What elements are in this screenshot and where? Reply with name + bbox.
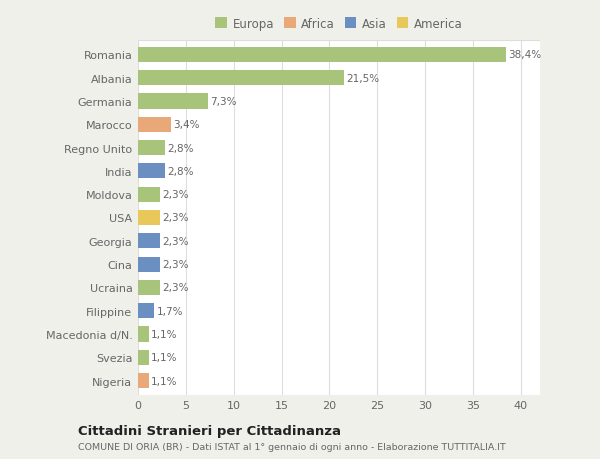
Bar xyxy=(138,303,154,319)
Text: Cittadini Stranieri per Cittadinanza: Cittadini Stranieri per Cittadinanza xyxy=(78,424,341,437)
Bar xyxy=(138,141,165,156)
Text: 38,4%: 38,4% xyxy=(508,50,541,60)
Bar xyxy=(138,327,149,342)
Text: 1,7%: 1,7% xyxy=(157,306,183,316)
Text: 2,3%: 2,3% xyxy=(163,283,189,293)
Text: 2,3%: 2,3% xyxy=(163,259,189,269)
Bar xyxy=(138,257,160,272)
Bar xyxy=(138,350,149,365)
Bar xyxy=(138,71,344,86)
Text: 21,5%: 21,5% xyxy=(346,73,379,84)
Text: 2,3%: 2,3% xyxy=(163,213,189,223)
Text: COMUNE DI ORIA (BR) - Dati ISTAT al 1° gennaio di ogni anno - Elaborazione TUTTI: COMUNE DI ORIA (BR) - Dati ISTAT al 1° g… xyxy=(78,442,506,451)
Bar xyxy=(138,94,208,109)
Bar xyxy=(138,118,170,133)
Bar xyxy=(138,48,506,63)
Text: 3,4%: 3,4% xyxy=(173,120,199,130)
Text: 1,1%: 1,1% xyxy=(151,329,178,339)
Bar xyxy=(138,211,160,225)
Text: 2,8%: 2,8% xyxy=(167,167,194,177)
Bar xyxy=(138,280,160,295)
Bar xyxy=(138,234,160,249)
Text: 2,8%: 2,8% xyxy=(167,143,194,153)
Text: 1,1%: 1,1% xyxy=(151,376,178,386)
Bar xyxy=(138,164,165,179)
Legend: Europa, Africa, Asia, America: Europa, Africa, Asia, America xyxy=(212,16,466,33)
Text: 2,3%: 2,3% xyxy=(163,190,189,200)
Text: 2,3%: 2,3% xyxy=(163,236,189,246)
Text: 1,1%: 1,1% xyxy=(151,353,178,363)
Bar xyxy=(138,373,149,388)
Bar xyxy=(138,187,160,202)
Text: 7,3%: 7,3% xyxy=(210,97,237,107)
